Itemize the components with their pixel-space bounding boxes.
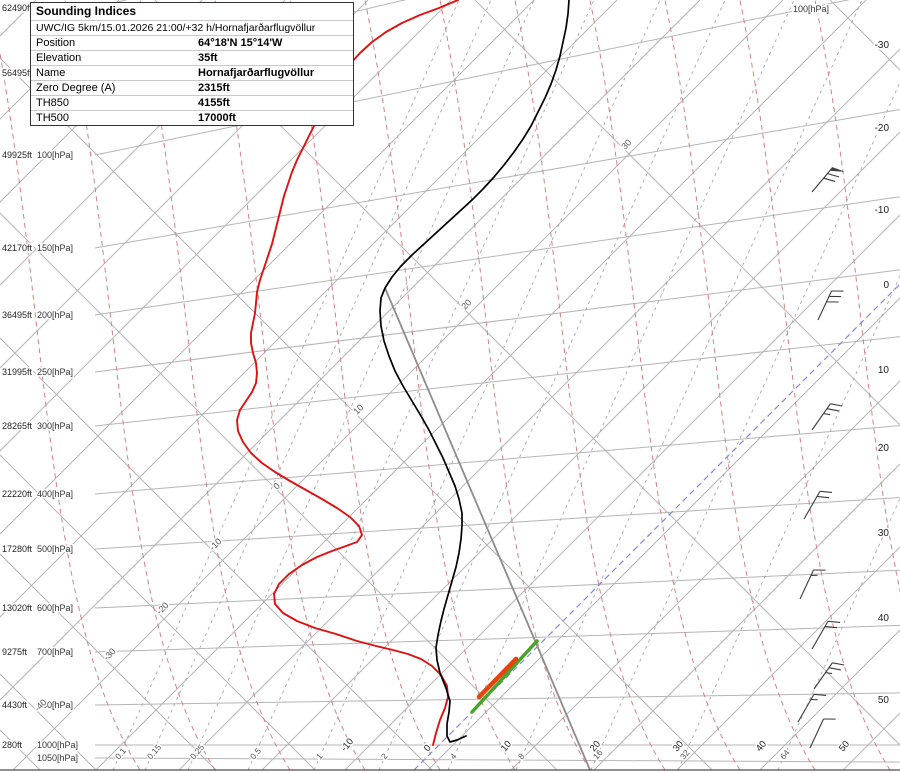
pressure-label: 200[hPa] <box>37 310 73 320</box>
pressure-label: 700[hPa] <box>37 647 73 657</box>
info-label: Position <box>36 37 76 49</box>
info-row-th850: TH850 4155ft <box>31 96 353 111</box>
altitude-label: 4430ft <box>2 700 28 710</box>
sounding-indices-panel: Sounding Indices UWC/IG 5km/15.01.2026 2… <box>30 2 354 126</box>
adiabat-label: 30 <box>619 137 633 151</box>
temperature-curve <box>379 0 570 743</box>
model-run-info: UWC/IG 5km/15.01.2026 21:00/+32 h/Hornaf… <box>31 21 353 36</box>
info-label: Elevation <box>36 52 82 64</box>
altitude-label: 9275ft <box>2 647 28 657</box>
wind-barb <box>799 569 826 600</box>
pressure-label: 1050[hPa] <box>37 753 78 763</box>
pressure-label-top-right: 100[hPa] <box>793 4 829 14</box>
right-temp-label: 10 <box>878 365 890 376</box>
pressure-label: 500[hPa] <box>37 544 73 554</box>
adiabat-label: -10 <box>207 536 223 552</box>
adiabat-label: 10 <box>351 402 365 416</box>
altitude-label: 56495ft <box>2 68 33 78</box>
altitude-label: 42170ft <box>2 243 33 253</box>
mixing-ratio-label: 0.1 <box>113 746 128 762</box>
bottom-temp-label: 10 <box>499 739 514 754</box>
altitude-label: 49925ft <box>2 150 33 160</box>
wind-barb <box>811 403 843 431</box>
info-label: TH500 <box>36 112 70 124</box>
right-temp-label: 50 <box>878 695 890 706</box>
adiabat-label: 20 <box>459 297 473 311</box>
right-temp-label: 30 <box>878 528 890 539</box>
wind-barb <box>803 490 833 520</box>
wind-barbs <box>797 167 845 749</box>
altitude-label: 36495ft <box>2 310 33 320</box>
pressure-label: 400[hPa] <box>37 489 73 499</box>
bottom-temp-label: 40 <box>754 739 769 754</box>
info-value: 17000ft <box>198 112 236 124</box>
info-row-position: Position 64°18'N 15°14'W <box>31 36 353 51</box>
altitude-label: 22220ft <box>2 489 33 499</box>
bottom-temp-label: -10 <box>339 736 356 754</box>
bottom-temp-label: 50 <box>837 739 852 754</box>
pressure-label: 850[hPa] <box>37 700 73 710</box>
wind-barb <box>797 693 827 723</box>
dewpoint-curve <box>236 0 459 746</box>
pressure-label: 150[hPa] <box>37 243 73 253</box>
info-label: TH850 <box>36 97 70 109</box>
wind-barb <box>811 167 844 193</box>
pressure-label: 100[hPa] <box>37 150 73 160</box>
altitude-label: 62490ft <box>2 3 33 13</box>
altitude-label: 28265ft <box>2 421 33 431</box>
info-row-elevation: Elevation 35ft <box>31 51 353 66</box>
wind-barb <box>817 290 844 321</box>
right-temp-label: -20 <box>875 123 890 134</box>
adiabat-label: -30 <box>101 646 117 662</box>
grid-mixing-ratio <box>112 0 900 770</box>
altitude-label: 31995ft <box>2 367 33 377</box>
info-label: Zero Degree (A) <box>36 82 116 94</box>
pressure-label: 600[hPa] <box>37 603 73 613</box>
right-temp-label: -10 <box>875 205 890 216</box>
layer-marker-green <box>470 639 539 714</box>
altitude-label: 280ft <box>2 740 23 750</box>
right-temp-label: -30 <box>875 40 890 51</box>
altitude-label: 17280ft <box>2 544 33 554</box>
info-row-zero-degree: Zero Degree (A) 2315ft <box>31 81 353 96</box>
right-temp-label: 20 <box>878 443 890 454</box>
info-value: 4155ft <box>198 97 230 109</box>
info-row-name: Name Hornafjarðarflugvöllur <box>31 66 353 81</box>
wind-barb <box>809 718 836 749</box>
pressure-label: 1000[hPa] <box>37 740 78 750</box>
panel-title: Sounding Indices <box>31 3 353 21</box>
right-temp-label: 0 <box>883 280 889 291</box>
info-value: 35ft <box>198 52 218 64</box>
parcel-line <box>384 287 591 770</box>
altitude-label: 13020ft <box>2 603 33 613</box>
pressure-label: 300[hPa] <box>37 421 73 431</box>
mixing-ratio-label: 1 <box>314 751 325 761</box>
info-value: Hornafjarðarflugvöllur <box>198 67 315 79</box>
wind-barb <box>811 620 841 650</box>
info-row-th500: TH500 17000ft <box>31 111 353 125</box>
adiabat-label: 0 <box>271 481 282 492</box>
right-temp-label: 40 <box>878 613 890 624</box>
adiabat-label: -20 <box>154 600 170 616</box>
info-label: Name <box>36 67 66 79</box>
pressure-label: 250[hPa] <box>37 367 73 377</box>
wind-barb <box>813 662 845 690</box>
layer-marker-orange <box>476 656 519 700</box>
info-value: 64°18'N 15°14'W <box>198 37 283 49</box>
info-value: 2315ft <box>198 82 230 94</box>
